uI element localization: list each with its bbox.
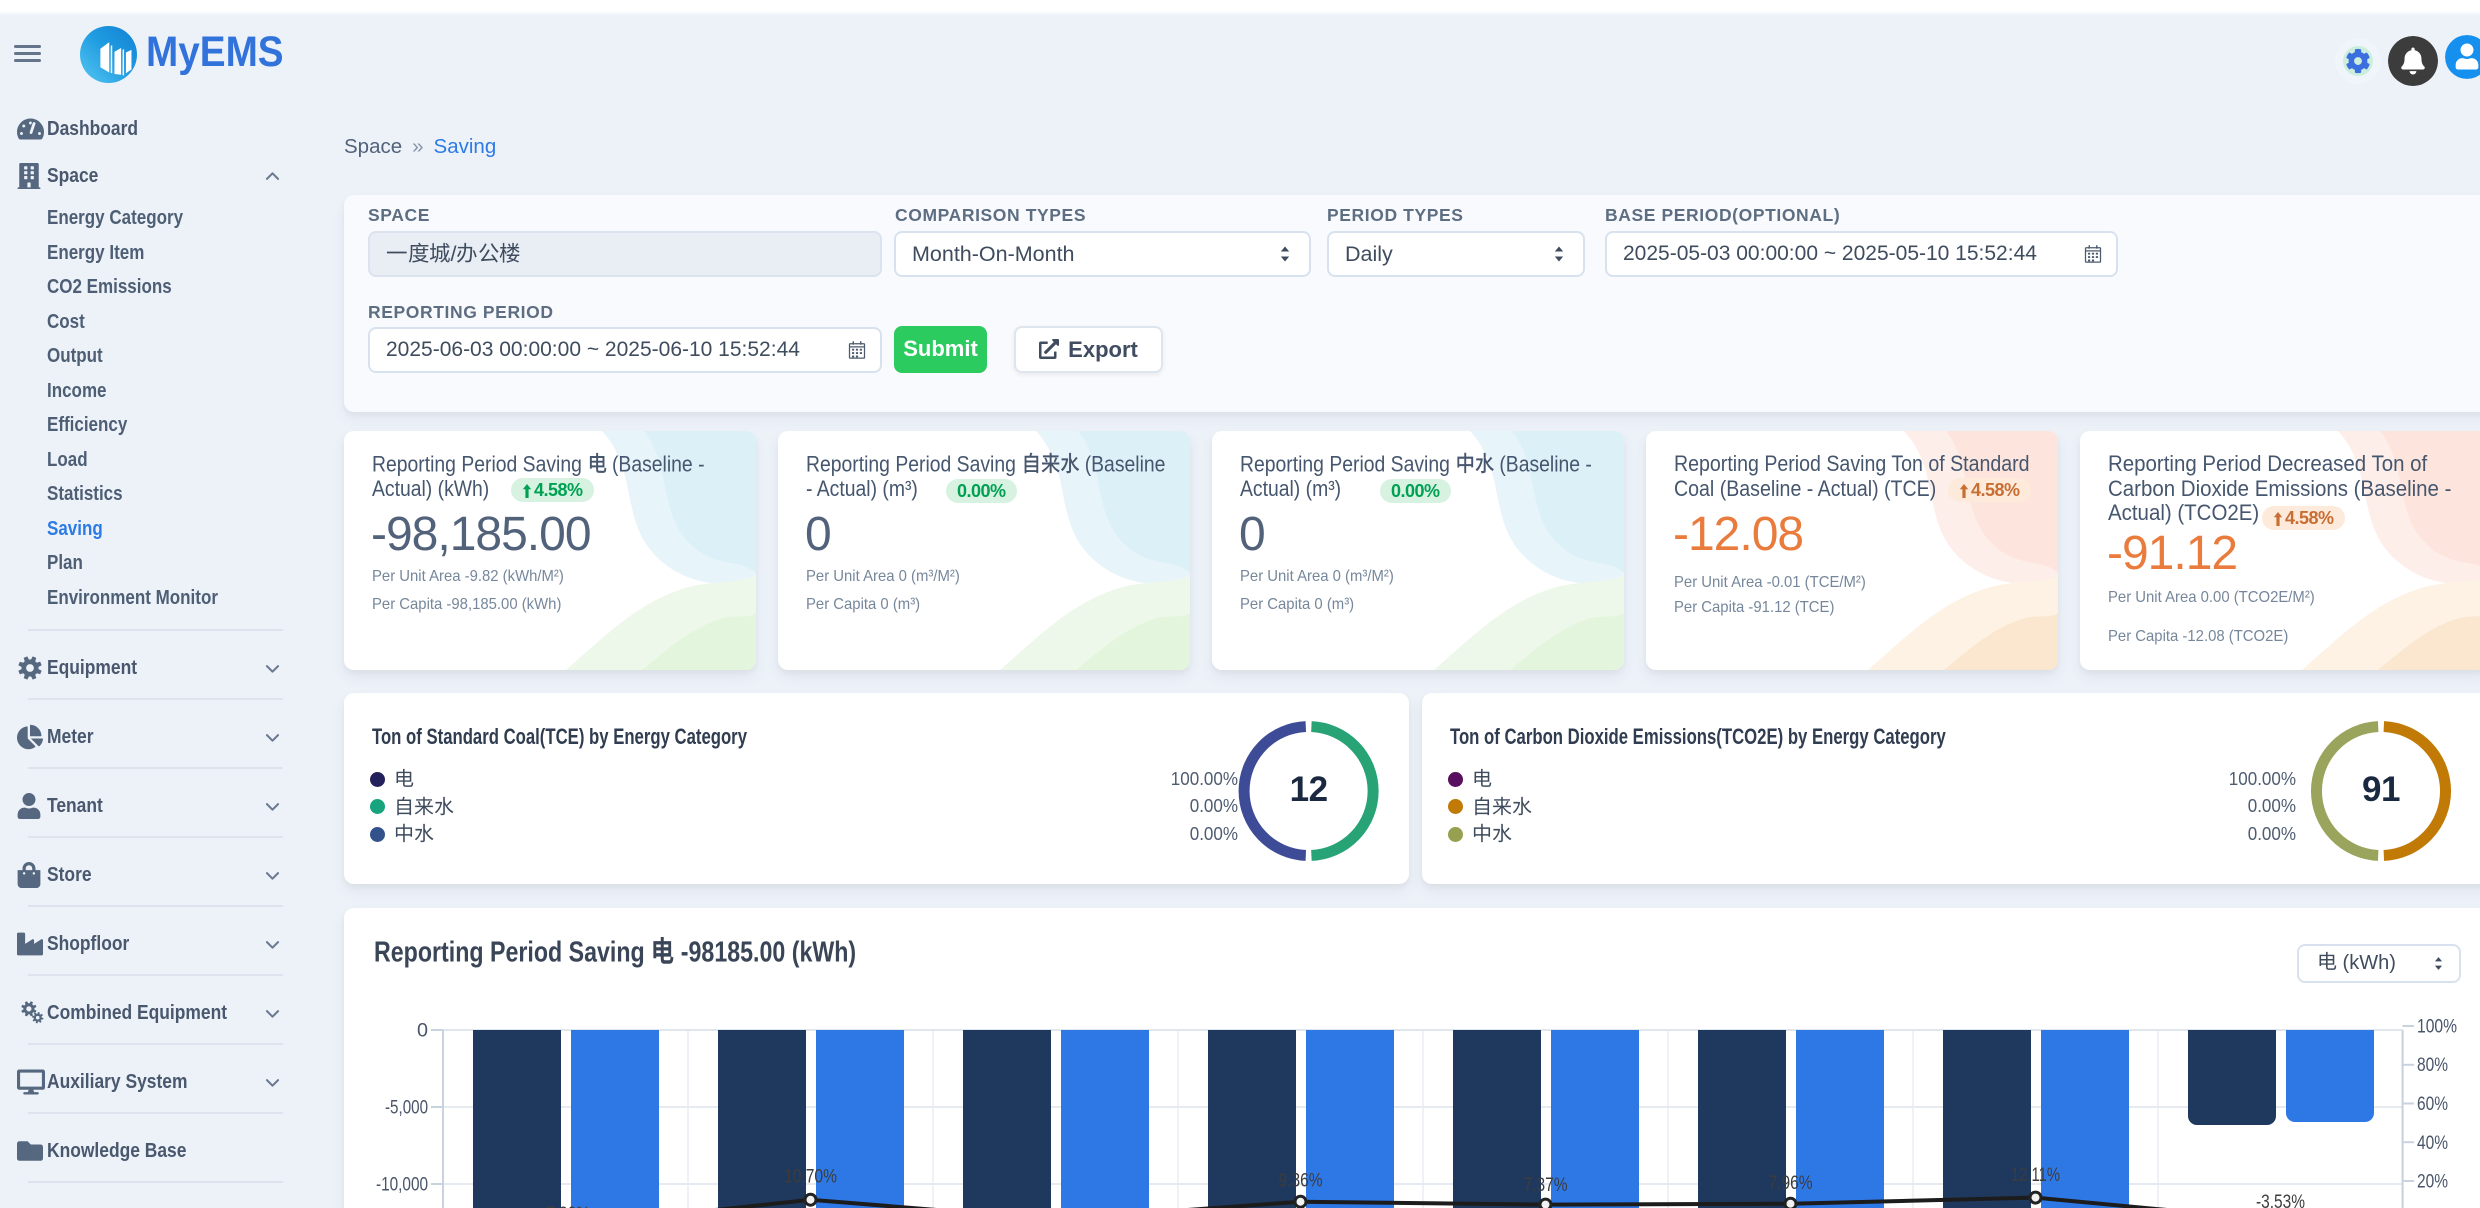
svg-text:-2.82%: -2.82% — [1031, 1205, 1080, 1208]
svg-text:40%: 40% — [2417, 1133, 2448, 1154]
svg-text:80%: 80% — [2417, 1055, 2448, 1076]
svg-text:20%: 20% — [2417, 1172, 2448, 1193]
svg-text:-3.53%: -3.53% — [2256, 1192, 2305, 1208]
svg-text:7.96%: 7.96% — [1769, 1173, 1813, 1194]
svg-text:12.11%: 12.11% — [2011, 1165, 2060, 1186]
svg-text:10.70%: 10.70% — [784, 1166, 837, 1187]
svg-text:100%: 100% — [2417, 1017, 2457, 1038]
svg-text:-7.30%: -7.30% — [541, 1204, 590, 1208]
svg-text:7.37%: 7.37% — [1524, 1175, 1568, 1196]
svg-text:-5,000: -5,000 — [385, 1098, 428, 1119]
svg-text:-10,000: -10,000 — [376, 1175, 428, 1196]
svg-text:60%: 60% — [2417, 1094, 2448, 1115]
svg-text:9.36%: 9.36% — [1279, 1171, 1323, 1192]
svg-text:0: 0 — [417, 1021, 428, 1042]
